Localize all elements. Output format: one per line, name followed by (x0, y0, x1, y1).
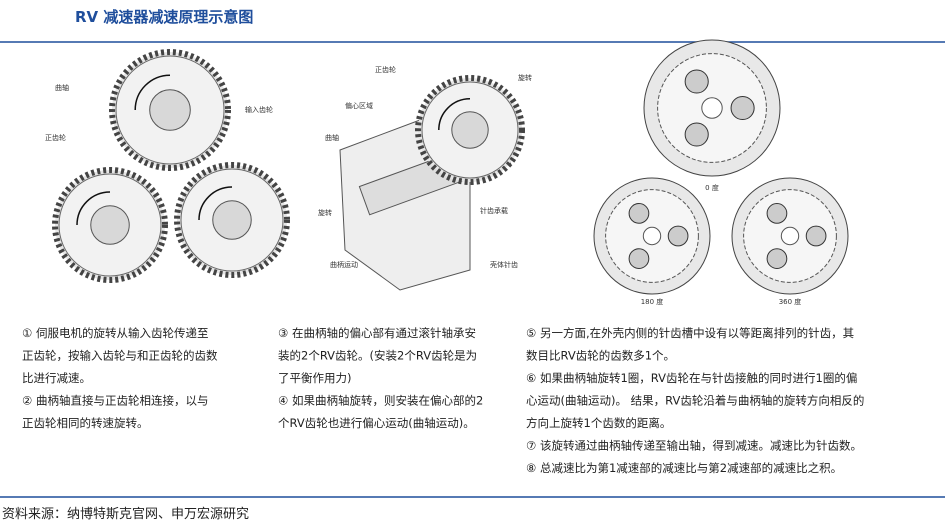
rotation-arrow (76, 191, 111, 226)
source: 资料来源：纳博特斯克官网、申万宏源研究 (2, 506, 249, 522)
callout-label: 180 度 (641, 297, 664, 306)
callout-label: 偏心区域 (345, 101, 373, 110)
crank (684, 122, 709, 147)
callout-label: 0 度 (705, 183, 719, 192)
center-hole (780, 226, 800, 246)
title: RV 减速器减速原理示意图 (75, 8, 253, 26)
description-line: ⑦ 该旋转通过曲柄轴传递至输出轴，得到减速。减速比为针齿数。 (526, 439, 862, 453)
crank (730, 95, 755, 121)
description-line: ① 伺服电机的旋转从输入齿轮传递至 (22, 326, 208, 340)
description-line: 正齿轮，按输入齿轮与和正齿轮的齿数 (22, 349, 218, 363)
description-line: ④ 如果曲柄轴旋转，则安装在偏心部的2 (278, 394, 483, 408)
gear-hub (451, 111, 489, 149)
description-line: 正齿轮相同的转速旋转。 (22, 416, 149, 430)
description-line: 方向上旋转1个齿数的距离。 (526, 416, 671, 430)
gear-hub (90, 205, 130, 245)
crank (805, 225, 827, 247)
callout-label: 旋转 (318, 208, 332, 217)
rotation-arrow (134, 74, 171, 111)
description-line: 比进行减速。 (22, 371, 91, 385)
description-line: ⑤ 另一方面,在外壳内侧的针齿槽中设有以等距离排列的针齿，其 (526, 326, 854, 340)
crank (684, 69, 709, 94)
callout-label: 正齿轮 (45, 133, 66, 142)
description-line: ⑥ 如果曲柄轴旋转1圈，RV齿轮在与针齿接触的同时进行1圈的偏 (526, 371, 857, 385)
callout-label: 旋转 (518, 73, 532, 82)
description-line: 装的2个RV齿轮。(安装2个RV齿轮是为 (278, 349, 477, 363)
gear-hub (149, 89, 191, 131)
description-line: ② 曲柄轴直接与正齿轮相连接，以与 (22, 394, 208, 408)
illustrations (52, 39, 849, 295)
callout-label: 输入齿轮 (245, 105, 273, 114)
description-line: ③ 在曲柄轴的偏心部有通过滚针轴承安 (278, 326, 476, 340)
description-line: 了平衡作用力) (278, 371, 352, 385)
description-line: 个RV齿轮也进行偏心运动(曲轴运动)。 (278, 416, 475, 430)
rotation-arrow (438, 98, 471, 131)
callout-label: 壳体针齿 (490, 260, 518, 269)
gear-hub (212, 200, 252, 240)
description-line: 心运动(曲轴运动)。 结果，RV齿轮沿着与曲柄轴的旋转方向相反的 (526, 394, 864, 408)
callout-label: 正齿轮 (375, 65, 396, 74)
callout-label: 曲柄运动 (330, 260, 358, 269)
crank (628, 203, 650, 224)
center-hole (642, 226, 662, 246)
center-hole (701, 97, 723, 119)
callout-label: 360 度 (779, 297, 802, 306)
callout-label: 针齿承载 (480, 206, 508, 215)
description-line: ⑧ 总减速比为第1减速部的减速比与第2减速部的减速比之积。 (526, 461, 842, 475)
rotation-arrow (198, 186, 233, 221)
callout-label: 曲轴 (325, 133, 339, 142)
crank (667, 225, 689, 247)
crank (766, 248, 788, 269)
crank (628, 248, 650, 269)
callout-label: 曲轴 (55, 83, 69, 92)
crank (766, 203, 788, 224)
description-line: 数目比RV齿轮的齿数多1个。 (526, 349, 675, 363)
